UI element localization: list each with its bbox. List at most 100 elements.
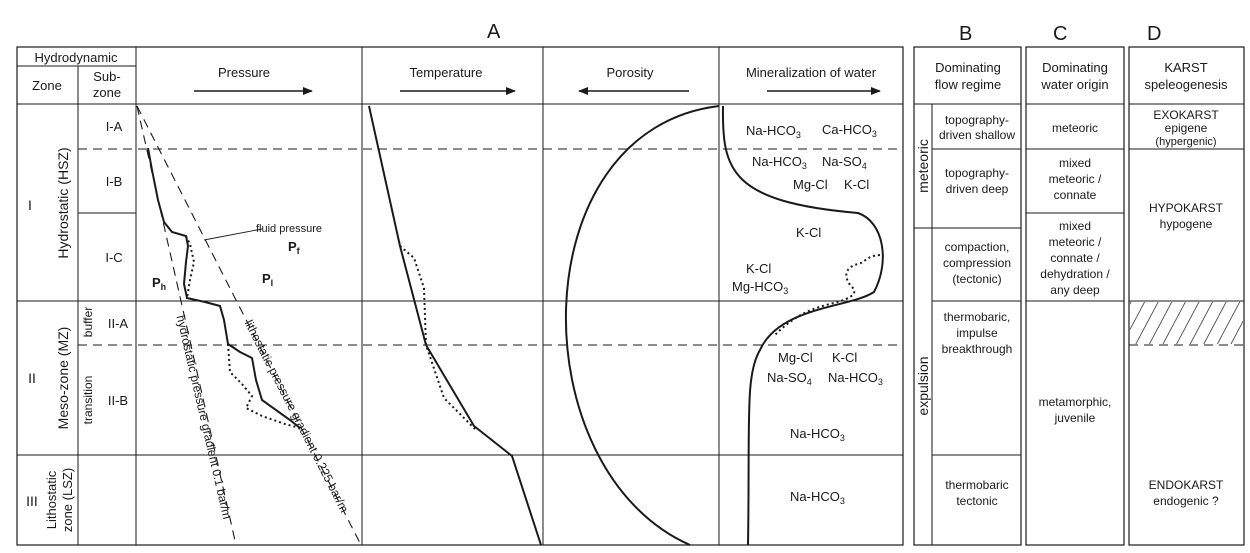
karst-exo-line3: (hypergenic): [1155, 136, 1216, 148]
mineral-ic-k-top: K-Cl: [796, 225, 821, 240]
subzone-i-b: I-B: [106, 174, 123, 189]
subzone-i-a: I-A: [106, 119, 123, 134]
origin-meta-line2: juvenile: [1054, 411, 1096, 425]
mineral-ic-mg: Mg-HCO3: [732, 279, 788, 296]
subzone-ii-a: II-A: [108, 316, 129, 331]
panel-d-frame: [1128, 46, 1245, 546]
header-zone: Zone: [32, 78, 62, 93]
flow-impulse-line2: impulse: [956, 326, 998, 340]
temperature-curve: [368, 105, 542, 546]
origin-mixed2-line4: dehydration /: [1040, 267, 1110, 281]
temperature-dotted-curve: [399, 245, 477, 431]
mineral-ib-left: Na-HCO3: [752, 154, 807, 171]
zone-iii-numeral: III: [26, 493, 38, 509]
header-hydrodynamic: Hydrodynamic: [34, 50, 118, 65]
section-label-d: D: [1147, 23, 1161, 45]
header-flow-line2: flow regime: [935, 77, 1001, 92]
flow-expulsion: expulsion: [915, 356, 931, 415]
flow-impulse-line1: thermobaric,: [944, 310, 1011, 324]
mineralization-dotted-curve: [774, 254, 881, 336]
mineral-iib-na-so: Na-SO4: [767, 370, 812, 387]
subzone-ii-b: II-B: [108, 393, 128, 408]
origin-meta-line1: metamorphic,: [1039, 395, 1112, 409]
karst-exo-line2: epigene: [1165, 121, 1208, 135]
fluid-pressure-dotted-ic: [185, 235, 196, 299]
zone-ii-name: Meso-zone (MZ): [55, 327, 71, 430]
karst-hypo-line1: HYPOKARST: [1149, 201, 1224, 215]
section-label-c: C: [1053, 23, 1067, 45]
origin-mixed1-line2: meteoric /: [1049, 172, 1102, 186]
mineral-iib-k: K-Cl: [832, 350, 857, 365]
zone-ii-numeral: II: [28, 370, 36, 386]
flow-impulse-line3: breakthrough: [942, 342, 1013, 356]
origin-mixed1-line3: connate: [1054, 188, 1097, 202]
panel-c-frame: [1025, 46, 1125, 546]
karst-hypo-line2: hypogene: [1160, 217, 1213, 231]
zone-iii-line2: zone (LSZ): [60, 468, 75, 532]
mineral-ib-k: K-Cl: [844, 177, 869, 192]
section-label-a: A: [487, 21, 501, 43]
mineral-ia-right: Ca-HCO3: [822, 122, 877, 139]
label-pl: Pl: [262, 271, 273, 288]
mineral-ib-mg: Mg-Cl: [793, 177, 828, 192]
flow-deep-line1: topography-: [945, 166, 1009, 180]
zone-iii-line1: Lithostatic: [44, 470, 59, 529]
panel-b-frame: [913, 46, 1022, 546]
fluid-pressure-leader: [203, 228, 263, 241]
flow-compaction-line1: compaction,: [945, 240, 1010, 254]
mineral-ic-k-mid: K-Cl: [746, 261, 771, 276]
label-ph: Ph: [152, 275, 166, 292]
zone-i-numeral: I: [28, 197, 32, 213]
label-pf: Pf: [288, 239, 301, 256]
header-mineralization: Mineralization of water: [746, 65, 877, 80]
flow-shallow-line2: driven shallow: [939, 128, 1015, 142]
flow-tectonic-line2: tectonic: [956, 494, 997, 508]
header-karst-line1: KARST: [1164, 60, 1207, 75]
origin-mixed2-line5: any deep: [1050, 283, 1100, 297]
flow-meteoric: meteoric: [915, 139, 931, 193]
flow-shallow-line1: topography-: [945, 113, 1009, 127]
label-fluid-pressure: fluid pressure: [256, 223, 322, 235]
mineralization-curve: [721, 105, 884, 546]
mineral-iib-mg: Mg-Cl: [778, 350, 813, 365]
origin-meteoric: meteoric: [1052, 121, 1098, 135]
flow-compaction-line2: compression: [943, 256, 1011, 270]
header-origin-line1: Dominating: [1042, 60, 1108, 75]
flow-deep-line2: driven deep: [946, 182, 1009, 196]
origin-mixed2-line2: meteoric /: [1049, 235, 1102, 249]
origin-mixed2-line3: connate /: [1050, 251, 1100, 265]
header-temperature: Temperature: [410, 65, 483, 80]
mineral-iib-na-hco: Na-HCO3: [828, 370, 883, 387]
header-porosity: Porosity: [607, 65, 654, 80]
header-karst-line2: speleogenesis: [1144, 77, 1228, 92]
flow-compaction-line3: (tectonic): [952, 272, 1001, 286]
header-subzone-line1: Sub-: [93, 69, 120, 84]
mineral-ib-right: Na-SO4: [822, 154, 867, 171]
lithostatic-gradient-line: [136, 105, 362, 546]
subzone-buffer: buffer: [81, 307, 95, 337]
subzone-i-c: I-C: [105, 250, 122, 265]
header-pressure: Pressure: [218, 65, 270, 80]
header-origin-line2: water origin: [1040, 77, 1108, 92]
fluid-pressure-curve: [147, 147, 301, 429]
transition-hatch: [1130, 302, 1243, 344]
subzone-transition: transition: [81, 376, 95, 425]
mineral-iib-low: Na-HCO3: [790, 426, 845, 443]
karst-endo-line2: endogenic ?: [1153, 494, 1219, 508]
zone-i-name: Hydrostatic (HSZ): [55, 147, 71, 258]
section-label-b: B: [959, 23, 972, 45]
origin-mixed1-line1: mixed: [1059, 156, 1091, 170]
karst-exo-line1: EXOKARST: [1153, 108, 1219, 122]
origin-mixed2-line1: mixed: [1059, 219, 1091, 233]
mineral-iii: Na-HCO3: [790, 489, 845, 506]
karst-endo-line1: ENDOKARST: [1149, 478, 1224, 492]
panel-a-frame: [16, 46, 904, 546]
label-lithostatic-gradient: lithostatic pressure gradient 0.225 bar/…: [242, 318, 352, 515]
header-flow-line1: Dominating: [935, 60, 1001, 75]
fluid-pressure-dotted-iib: [227, 343, 301, 429]
porosity-curve: [564, 105, 720, 546]
header-subzone-line2: zone: [93, 85, 121, 100]
mineral-ia-left: Na-HCO3: [746, 123, 801, 140]
flow-tectonic-line1: thermobaric: [945, 478, 1008, 492]
